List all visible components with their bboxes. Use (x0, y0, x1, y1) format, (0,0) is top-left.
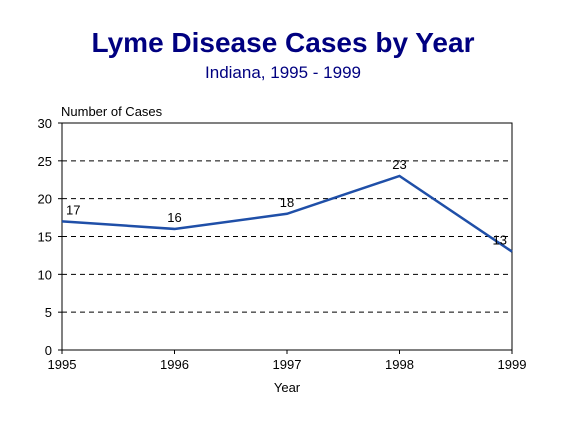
y-tick-label: 15 (38, 230, 52, 245)
x-tick-label: 1997 (273, 357, 302, 372)
data-label: 17 (66, 202, 80, 217)
x-tick-label: 1999 (498, 357, 527, 372)
series-layer (61, 174, 513, 253)
data-label: 18 (280, 195, 294, 210)
y-tick-label: 20 (38, 192, 52, 207)
data-label: 16 (167, 210, 181, 225)
data-label: 23 (392, 157, 406, 172)
data-label: 13 (493, 233, 507, 248)
x-tick-label: 1998 (385, 357, 414, 372)
x-tick-label: 1995 (48, 357, 77, 372)
data-labels: 17 16 18 23 13 (66, 157, 507, 248)
chart-title: Lyme Disease Cases by Year (92, 27, 475, 58)
y-tick-label: 30 (38, 116, 52, 131)
gridlines (62, 160, 512, 313)
y-tick-label: 0 (45, 343, 52, 358)
x-tick-label: 1996 (160, 357, 189, 372)
y-axis-label: Number of Cases (61, 104, 163, 119)
x-axis-ticks: 1995 1996 1997 1998 1999 (48, 350, 527, 372)
y-tick-label: 25 (38, 154, 52, 169)
x-axis-label: Year (274, 380, 301, 395)
y-tick-label: 10 (38, 267, 52, 282)
y-axis-ticks: 0 5 10 15 20 25 30 (38, 116, 62, 358)
series-line (61, 174, 513, 253)
y-tick-label: 5 (45, 305, 52, 320)
chart-subtitle: Indiana, 1995 - 1999 (205, 63, 361, 82)
